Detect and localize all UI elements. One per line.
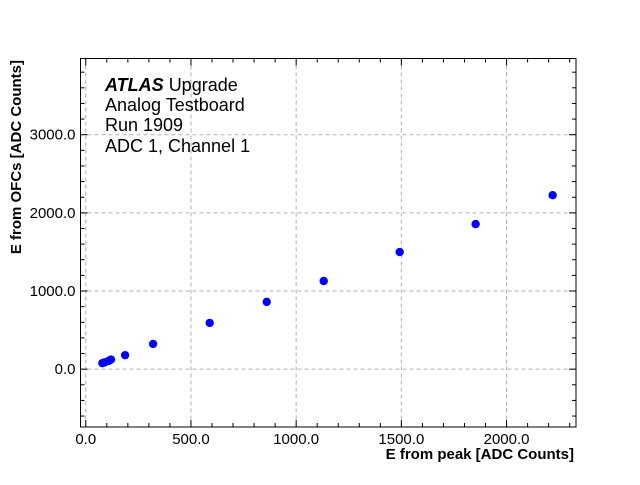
annotation-line-2: Analog Testboard [105,95,245,115]
y-tick-label: 2000.0 [30,205,76,222]
x-tick-label: 2000.0 [484,431,530,448]
data-point [120,350,130,360]
x-tick-label: 500.0 [172,431,210,448]
data-point [395,247,404,257]
y-axis-label: E from OFCs [ADC Counts] [8,60,25,254]
plot-frame [80,58,577,428]
data-points [98,190,557,368]
atlas-brand: ATLAS [104,75,164,95]
ticks [80,58,576,427]
x-tick-label: 1000.0 [273,431,319,448]
data-point [548,190,557,200]
annotation-line-3: Run 1909 [105,115,183,135]
y-tick-label: 1000.0 [30,283,76,300]
tick-labels: 0.0 500.0 1000.0 1500.0 2000.0 0.0 1000.0 2000.… [30,127,530,448]
x-tick-label: 1500.0 [378,431,424,448]
data-point [205,318,214,328]
data-point [319,276,328,286]
data-point [471,219,480,229]
y-tick-label: 3000.0 [30,127,76,144]
data-point [148,339,158,349]
annotation-line-4: ADC 1, Channel 1 [105,136,250,156]
data-point [262,297,271,307]
y-tick-label: 0.0 [55,361,76,378]
x-axis-label: E from peak [ADC Counts] [386,446,574,463]
atlas-brand-suffix: Upgrade [169,75,238,95]
data-point [106,355,116,364]
grid [80,58,576,427]
x-tick-label: 0.0 [75,431,96,448]
annotation-line-1: ATLAS Upgrade [104,75,238,95]
